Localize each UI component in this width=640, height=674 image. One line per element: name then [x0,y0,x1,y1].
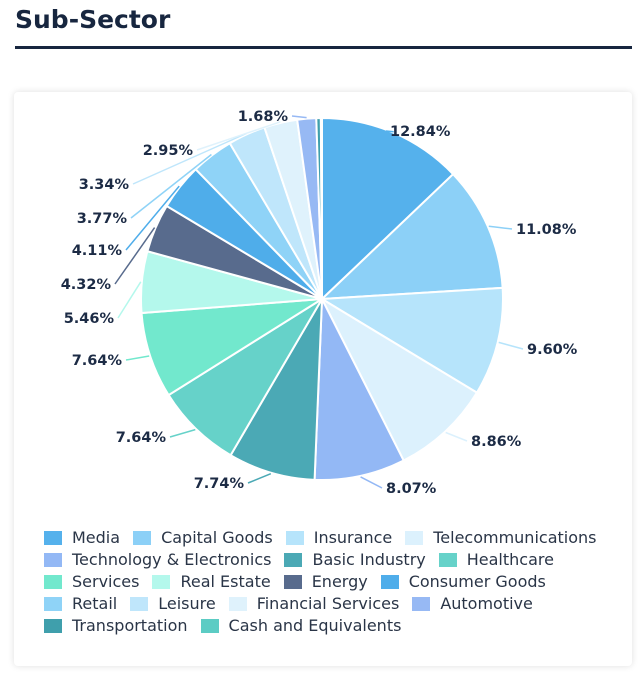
chart-card: 12.84% 11.08% 9.60% 8.86% 8.07% 7.74% 7.64% 7.6… [14,92,632,666]
legend-item[interactable]: Consumer Goods [380,572,546,591]
legend-swatch [285,531,304,545]
legend-swatch [44,575,62,589]
legend-swatch [152,575,171,589]
data-label: 8.86% [471,434,522,450]
legend-item[interactable]: Basic Industry [284,550,426,569]
legend-label: Technology & Electronics [72,550,272,569]
data-label: 7.64% [116,430,167,446]
pie-slice-telecommunications[interactable] [319,296,479,462]
pie-slice-capital-goods[interactable] [319,172,504,301]
legend-label: Basic Industry [312,550,426,569]
leader-line [247,473,272,484]
data-label: 7.64% [72,353,123,369]
data-label: 11.08% [516,222,577,238]
data-label: 9.60% [527,342,578,358]
data-label: 1.68% [238,109,289,125]
legend-swatch [284,553,303,567]
legend-label: Services [72,572,140,591]
data-label: 7.74% [194,476,245,492]
legend-swatch [130,597,149,611]
pie-chart: 12.84% 11.08% 9.60% 8.86% 8.07% 7.74% 7.64% 7.6… [61,109,578,497]
pie-slice-cash-and-equivalents[interactable] [319,116,323,300]
leader-line [132,132,247,185]
legend-item[interactable]: Transportation [44,617,188,635]
legend-label: Capital Goods [161,528,273,547]
leader-line [130,153,212,219]
legend-item[interactable]: Media [44,529,120,547]
leader-line [169,428,196,438]
legend-label: Leisure [158,594,216,613]
legend-swatch [133,531,152,545]
legend-label: Insurance [313,528,393,547]
leader-line [125,185,180,251]
legend-label: Media [72,528,121,547]
data-label: 12.84% [390,124,451,140]
legend-item[interactable]: Retail [44,595,117,613]
leader-line [196,121,281,151]
legend-item[interactable]: Real Estate [152,572,271,591]
legend-swatch [405,531,424,545]
pie-slice-technology-electronics[interactable] [313,295,406,481]
data-label: 8.07% [386,481,437,497]
legend-item[interactable]: Capital Goods [133,529,273,547]
leader-line [385,130,394,133]
leader-line [114,227,156,285]
legend-item[interactable]: Insurance [285,528,393,547]
section-header: Sub-Sector [15,0,632,49]
leader-line [291,115,307,119]
pie-slice-media[interactable] [321,116,455,302]
legend-label: Retail [72,594,118,613]
data-label: 3.77% [77,211,128,227]
legend-item[interactable]: Financial Services [228,594,400,613]
legend-swatch [44,619,62,633]
page-title: Sub-Sector [15,5,171,34]
legend-item[interactable]: Energy [283,572,368,591]
legend-swatch [412,597,431,611]
legend-label: Consumer Goods [408,572,546,591]
legend-label: Financial Services [256,594,400,613]
legend-swatch [44,597,62,611]
pie-slice-insurance[interactable] [318,286,504,395]
legend-label: Transportation [72,616,188,635]
legend-item[interactable]: Technology & Electronics [44,551,271,569]
data-label: 5.46% [64,311,115,327]
legend-label: Real Estate [180,572,271,591]
legend-swatch [380,575,399,589]
leader-line [498,341,524,350]
leader-line [488,225,513,230]
legend-label: Healthcare [466,550,554,569]
legend-item[interactable]: Automotive [412,595,533,613]
legend-item[interactable]: Services [44,573,139,591]
chart-legend: Media Capital Goods Insurance Telecommunica… [44,529,624,635]
leader-line [117,281,142,319]
legend-swatch [438,553,457,567]
legend-swatch [228,597,247,611]
legend-label: Automotive [440,594,533,613]
legend-swatch [283,575,302,589]
legend-item[interactable]: Leisure [130,594,216,613]
title-divider [15,46,632,49]
legend-swatch [44,531,62,545]
legend-item[interactable]: Cash and Equivalents [200,616,402,635]
legend-item[interactable]: Telecommunications [405,529,596,547]
legend-label: Cash and Equivalents [228,616,402,635]
legend-item[interactable]: Healthcare [438,550,554,569]
leader-line [445,431,468,442]
data-label: 2.95% [143,143,194,159]
leader-line [125,355,150,361]
legend-label: Energy [311,572,368,591]
legend-label: Telecommunications [433,528,597,547]
legend-swatch [44,553,62,567]
data-label: 4.11% [72,243,123,259]
data-label: 3.34% [79,177,130,193]
leader-line [360,476,383,489]
data-label: 4.32% [61,277,112,293]
legend-swatch [200,619,219,633]
